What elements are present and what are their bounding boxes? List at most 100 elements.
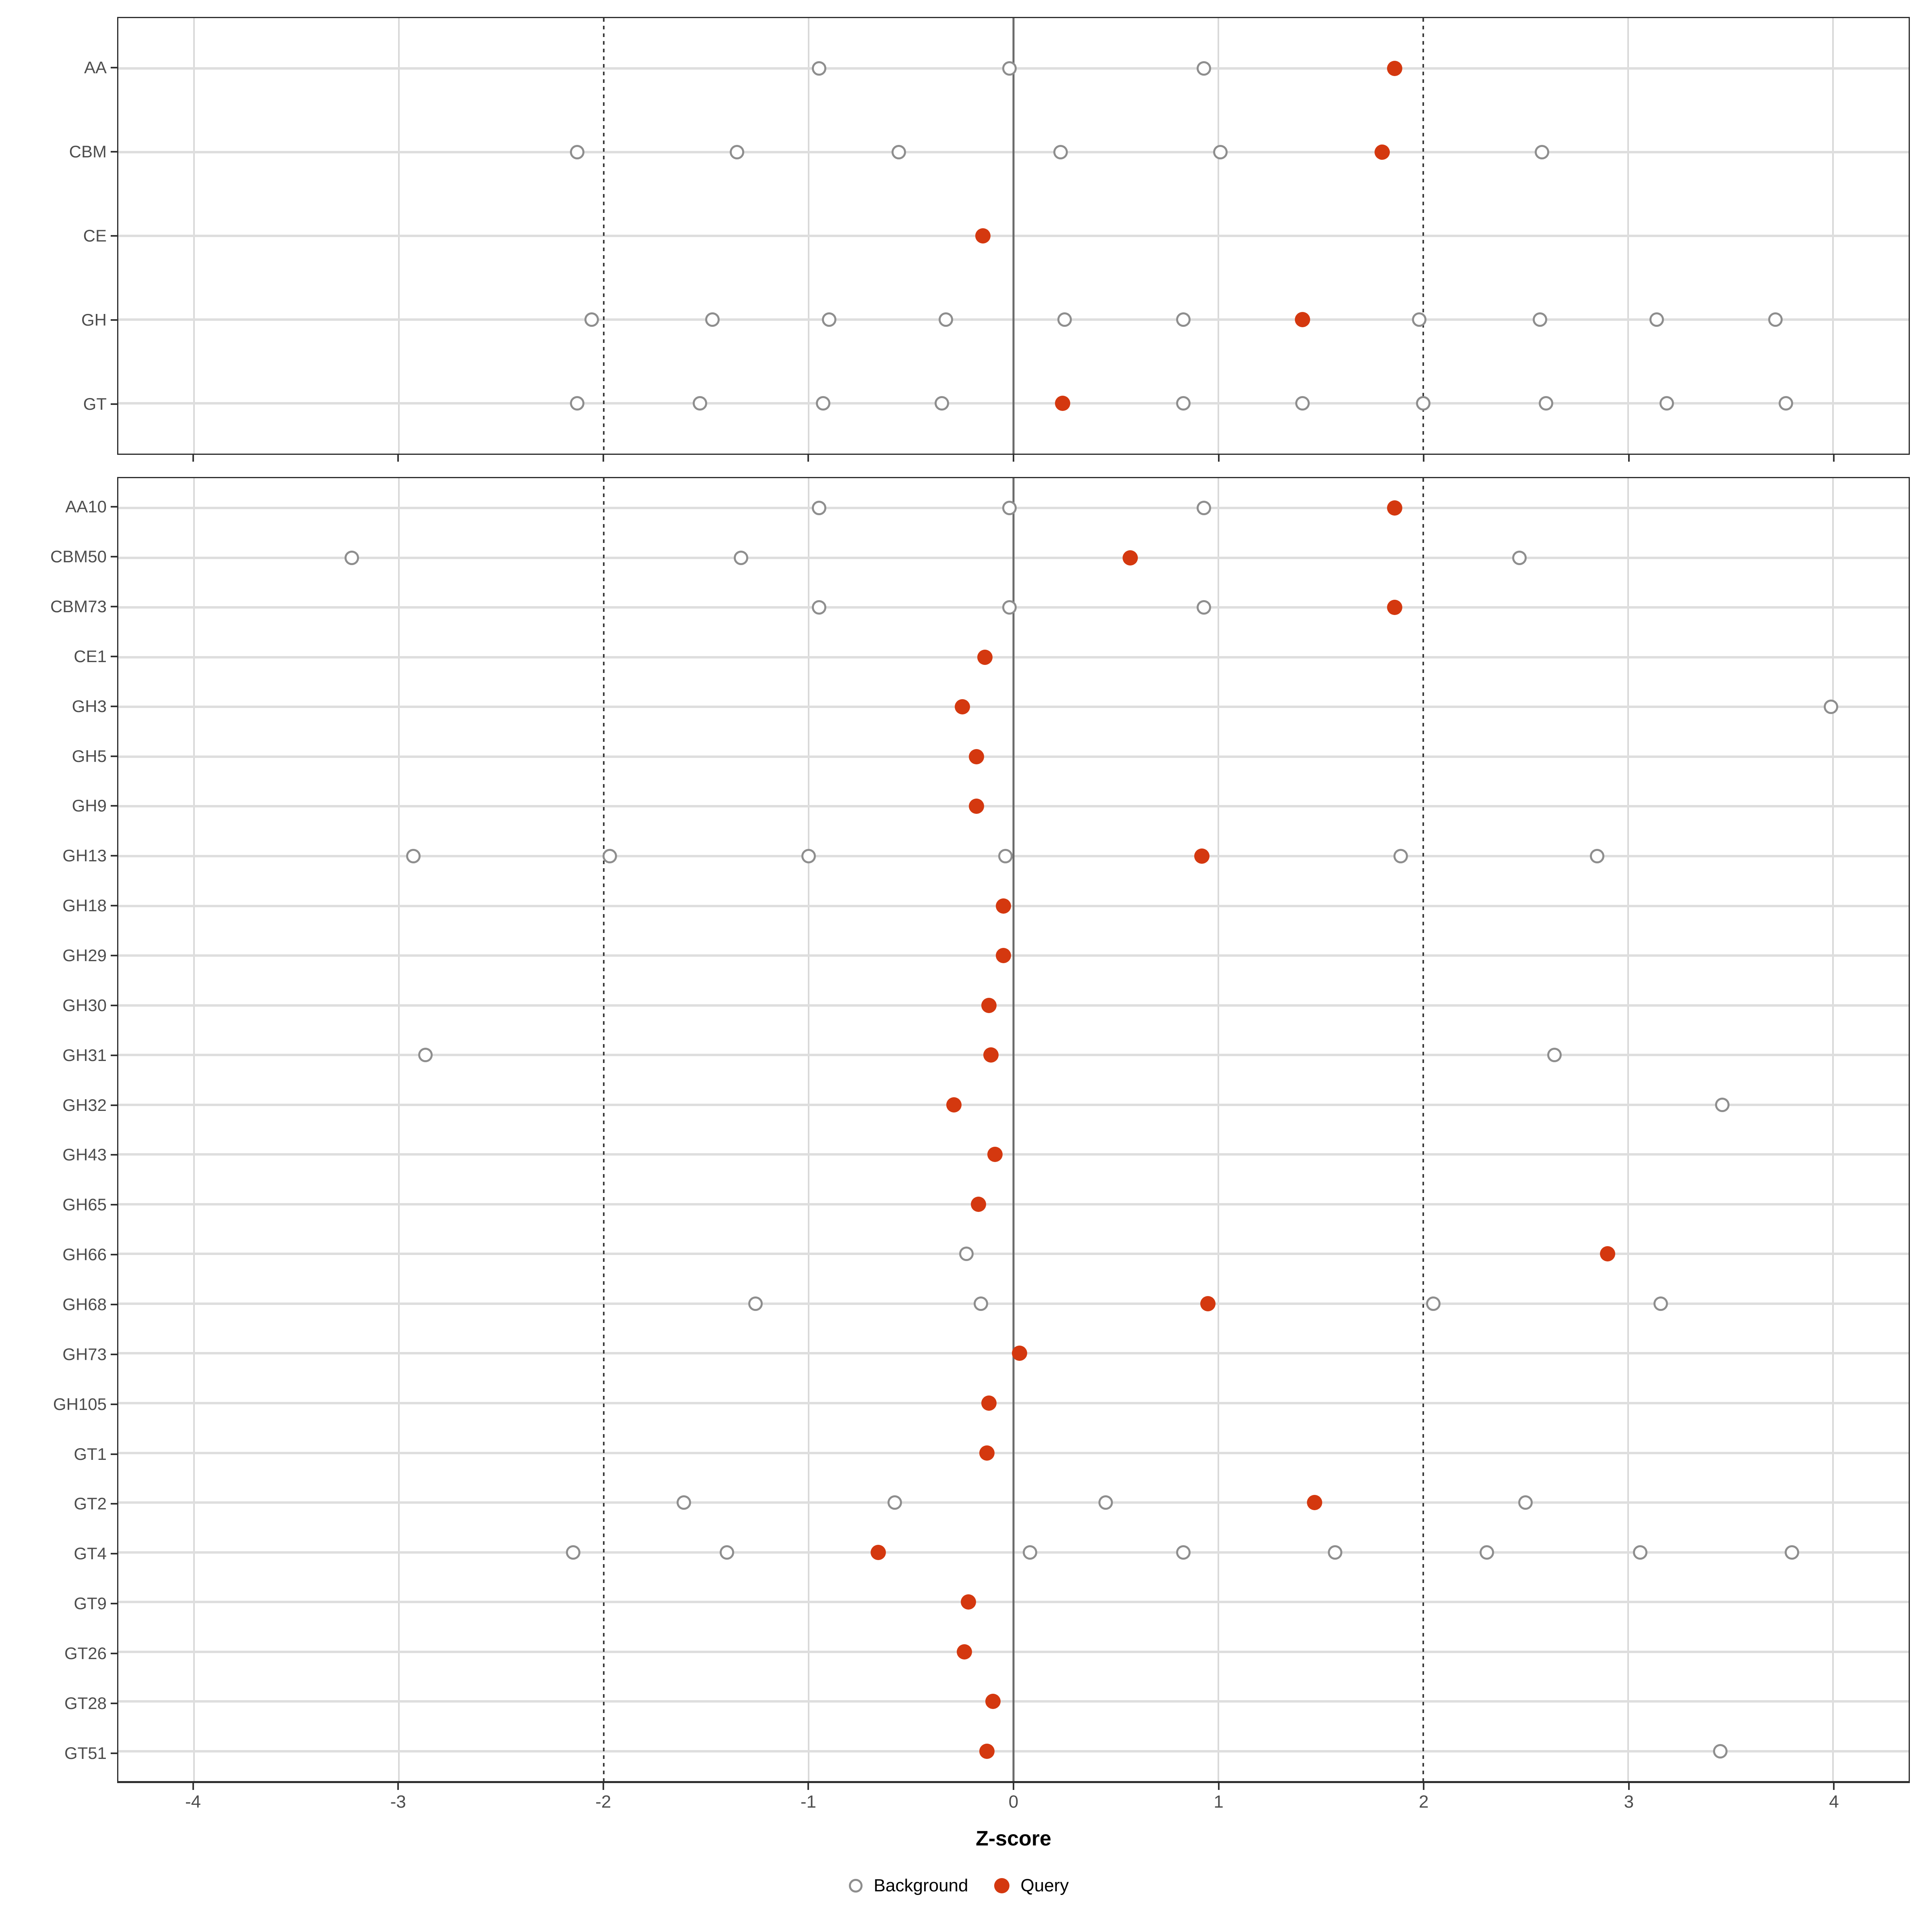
query-dot — [977, 649, 993, 665]
background-legend-label: Background — [873, 1876, 968, 1895]
row-label-AA10: AA10 — [65, 497, 107, 516]
query-dot — [946, 1097, 962, 1113]
row-label-GH105: GH105 — [53, 1394, 107, 1414]
background-dot — [1784, 1545, 1799, 1560]
query-dot — [995, 898, 1011, 914]
background-dot — [801, 848, 816, 863]
y-axis-tick — [111, 905, 117, 907]
background-dot — [887, 1495, 902, 1510]
row-label-GT9: GT9 — [74, 1594, 107, 1613]
row-label-CE1: CE1 — [74, 646, 107, 666]
query-dot — [979, 1743, 995, 1759]
y-axis-tick — [111, 66, 117, 68]
gridline-x — [808, 478, 810, 1781]
query-dot — [1200, 1296, 1216, 1311]
x-axis-title: Z-score — [976, 1827, 1051, 1850]
background-dot — [1328, 1545, 1342, 1560]
query-dot — [1600, 1246, 1615, 1262]
row-label-GT4: GT4 — [74, 1544, 107, 1563]
row-label-CBM: CBM — [69, 142, 107, 161]
background-dot — [811, 600, 826, 615]
y-axis-tick — [111, 1204, 117, 1206]
background-dot — [676, 1495, 691, 1510]
row-label-GT26: GT26 — [64, 1643, 107, 1663]
background-dot — [1416, 396, 1430, 411]
background-dot — [1412, 312, 1426, 327]
dashed-reference-line — [1422, 478, 1424, 1781]
background-dot — [1053, 144, 1068, 159]
background-dot — [719, 1545, 734, 1560]
background-dot — [584, 312, 599, 327]
x-axis-tick — [192, 1783, 194, 1790]
row-label-GH3: GH3 — [72, 696, 107, 716]
query-dot — [1055, 396, 1071, 411]
background-dot — [973, 1296, 988, 1311]
query-dot — [956, 1644, 972, 1660]
x-axis-tick — [1833, 1783, 1835, 1790]
y-axis-tick — [111, 1353, 117, 1355]
query-dot — [979, 1445, 995, 1461]
background-dot — [1653, 1296, 1668, 1311]
query-dot — [1012, 1346, 1028, 1361]
y-axis-tick — [111, 755, 117, 757]
x-axis-tick — [602, 455, 604, 462]
x-axis-tick — [397, 455, 399, 462]
row-label-GT28: GT28 — [64, 1693, 107, 1713]
background-dot — [959, 1247, 974, 1261]
background-dot — [811, 61, 826, 76]
x-axis-tick — [1423, 1783, 1425, 1790]
background-dot — [729, 144, 744, 159]
y-axis-tick — [111, 1054, 117, 1056]
background-dot — [603, 848, 617, 863]
x-tick-label: 3 — [1624, 1792, 1634, 1812]
background-dot — [1823, 700, 1838, 714]
background-dot — [570, 144, 584, 159]
panel-cazyme-classes — [117, 17, 1910, 455]
query-legend-swatch-icon — [994, 1878, 1009, 1893]
background-dot — [748, 1296, 763, 1311]
y-axis-tick — [111, 1104, 117, 1106]
background-dot — [418, 1048, 433, 1063]
background-dot — [1295, 396, 1310, 411]
row-label-GH43: GH43 — [62, 1145, 107, 1164]
row-label-GH9: GH9 — [72, 796, 107, 815]
query-dot — [969, 749, 985, 764]
dashed-reference-line — [1422, 18, 1424, 454]
row-label-GH31: GH31 — [62, 1045, 107, 1065]
background-dot — [345, 550, 359, 565]
row-label-GH: GH — [81, 310, 107, 330]
background-dot — [734, 550, 749, 565]
background-dot — [1393, 848, 1408, 863]
row-label-GH65: GH65 — [62, 1195, 107, 1214]
y-axis-tick — [111, 655, 117, 657]
query-dot — [983, 1047, 999, 1063]
background-dot — [811, 501, 826, 516]
y-axis-tick — [111, 855, 117, 857]
x-axis-tick — [807, 1783, 809, 1790]
dashed-reference-line — [603, 478, 605, 1781]
dashed-reference-line — [603, 18, 605, 454]
query-dot — [985, 1694, 1001, 1709]
query-dot — [1194, 848, 1210, 864]
background-dot — [1426, 1296, 1441, 1311]
query-dot — [975, 228, 991, 244]
x-tick-label: 4 — [1829, 1792, 1839, 1812]
background-dot — [934, 396, 949, 411]
y-axis-tick — [111, 705, 117, 707]
background-dot — [1197, 61, 1212, 76]
background-dot — [1002, 501, 1017, 516]
y-axis-tick — [111, 1553, 117, 1555]
y-axis-tick — [111, 1652, 117, 1654]
background-legend-swatch-icon — [848, 1879, 863, 1893]
y-axis-tick — [111, 805, 117, 807]
query-dot — [954, 699, 970, 715]
y-axis-tick — [111, 235, 117, 237]
row-label-GH18: GH18 — [62, 896, 107, 915]
background-dot — [566, 1545, 580, 1560]
y-axis-tick — [111, 403, 117, 405]
background-dot — [1535, 144, 1550, 159]
background-dot — [1176, 312, 1191, 327]
query-dot — [1387, 60, 1402, 76]
background-dot — [1002, 61, 1017, 76]
background-dot — [1176, 1545, 1191, 1560]
